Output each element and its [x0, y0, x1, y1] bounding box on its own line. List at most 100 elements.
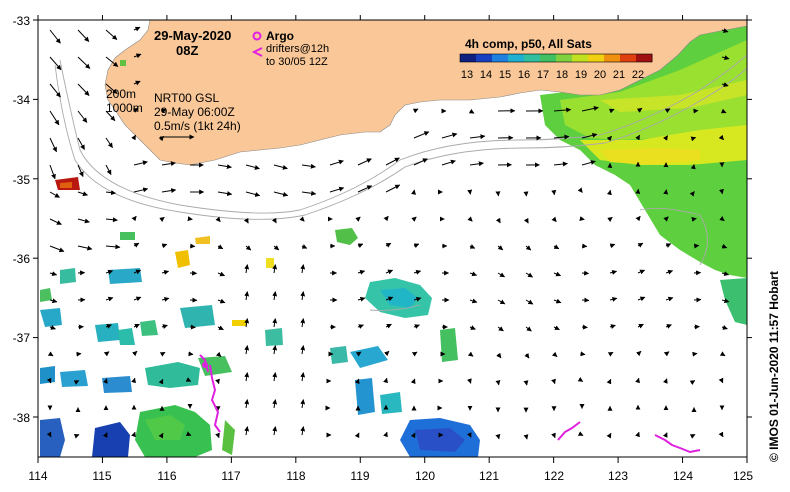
current-vector — [105, 137, 113, 149]
current-vector — [635, 377, 640, 384]
current-vector — [300, 318, 306, 328]
current-vector — [299, 216, 305, 222]
lat-label: -34 — [13, 93, 31, 107]
current-vector — [580, 351, 586, 357]
current-vector — [301, 190, 317, 196]
current-vector — [49, 29, 61, 44]
current-vector — [245, 191, 261, 197]
current-vector — [693, 324, 700, 330]
current-vector — [357, 324, 364, 329]
current-vector — [301, 163, 316, 169]
current-vector — [496, 352, 502, 359]
current-vector — [300, 291, 306, 301]
current-vector — [607, 216, 613, 222]
isobath-200m-label: 200m — [106, 87, 136, 101]
current-vector — [410, 378, 416, 385]
colorbar-tick: 21 — [613, 69, 625, 81]
current-vector — [637, 296, 646, 302]
current-vector — [272, 399, 278, 409]
current-vector — [413, 269, 422, 275]
colorbar-tick: 19 — [575, 69, 587, 81]
current-vector — [466, 432, 472, 438]
current-vector — [133, 269, 142, 275]
current-vector — [244, 291, 250, 301]
colorbar-segment — [476, 54, 493, 62]
current-vector — [412, 108, 419, 114]
map-date: 29-May-2020 — [154, 28, 231, 43]
current-vector — [441, 132, 458, 139]
current-vector — [217, 244, 224, 250]
current-vector — [495, 217, 501, 224]
current-vector — [49, 56, 62, 71]
current-vector — [553, 107, 572, 113]
current-vector — [525, 272, 534, 278]
colorbar-segment — [572, 54, 589, 62]
current-vector — [133, 187, 149, 193]
current-vector — [553, 244, 560, 250]
current-vector — [609, 270, 618, 275]
current-vector — [690, 136, 697, 142]
current-vector — [133, 53, 142, 59]
current-vector — [523, 217, 529, 224]
current-vector — [357, 243, 364, 249]
lat-axis-labels: -33 -34 -35 -36 -37 -38 — [13, 14, 31, 425]
lon-label: 115 — [92, 469, 111, 483]
current-vector — [272, 291, 278, 301]
current-vector — [413, 243, 420, 249]
current-vector — [663, 351, 670, 357]
current-vector — [357, 296, 366, 302]
current-vector — [693, 270, 702, 276]
drifters-legend-line2: to 30/05 12Z — [266, 56, 328, 68]
colorbar-tick: 13 — [461, 69, 473, 81]
current-vector — [553, 134, 570, 140]
lon-label: 116 — [157, 469, 176, 483]
current-vector — [271, 217, 277, 224]
current-vector — [49, 271, 58, 277]
current-vector — [606, 432, 612, 439]
current-vector — [551, 432, 556, 439]
model-time: 29-May 06:00Z — [154, 105, 235, 119]
current-vector — [689, 434, 696, 439]
colorbar-segment — [508, 54, 525, 62]
current-vector — [244, 399, 250, 409]
current-vector — [49, 137, 57, 153]
lon-label: 123 — [608, 469, 628, 483]
colorbar-segment — [540, 54, 557, 62]
current-vector — [161, 324, 168, 330]
isobath-1000m-label: 1000m — [106, 101, 143, 115]
current-vector — [693, 243, 700, 249]
current-vector — [77, 191, 88, 197]
current-vector — [215, 432, 220, 439]
current-vector — [217, 191, 233, 197]
drifter-tracks — [199, 354, 701, 454]
current-vector — [607, 351, 614, 357]
colorbar-tick: 14 — [480, 69, 492, 81]
current-vector — [718, 431, 724, 438]
current-vector — [272, 426, 278, 436]
current-vector — [469, 271, 478, 277]
current-vector — [720, 108, 727, 114]
current-vector — [160, 108, 167, 114]
current-vector — [105, 83, 118, 94]
current-vector — [383, 215, 389, 222]
current-vector — [244, 318, 250, 328]
current-vector — [49, 83, 61, 98]
current-vector — [385, 242, 392, 248]
current-vector — [158, 432, 164, 439]
argo-icon — [252, 31, 262, 41]
current-vector — [161, 188, 177, 194]
colorbar-segment — [556, 54, 573, 62]
current-vectors — [46, 26, 730, 440]
current-vector — [385, 323, 392, 329]
current-vector — [635, 431, 640, 438]
current-vector — [49, 325, 56, 330]
drifters-legend-line1: drifters@12h — [266, 43, 329, 55]
current-vector — [329, 186, 345, 193]
lat-label: -36 — [13, 252, 31, 266]
colorbar-frame — [459, 53, 653, 63]
current-vector — [551, 351, 558, 358]
current-vector — [105, 164, 112, 176]
current-vector — [384, 350, 390, 357]
current-vector — [497, 245, 504, 251]
